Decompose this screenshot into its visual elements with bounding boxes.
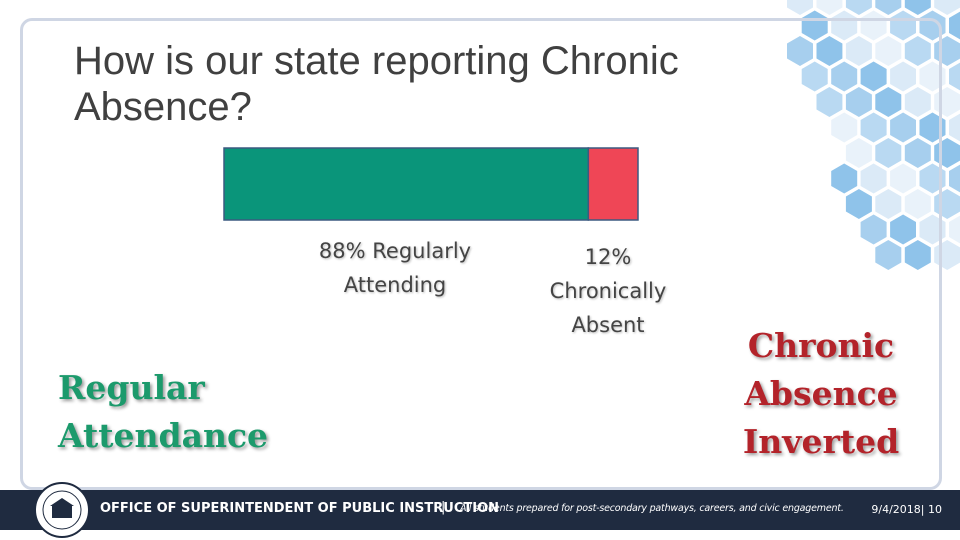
hexagon: [816, 87, 843, 117]
bar-segment: [587, 147, 639, 221]
hexagon: [904, 138, 931, 168]
hexagon: [787, 36, 813, 66]
hexagon: [831, 61, 858, 92]
hexagon: [904, 36, 931, 66]
hexagon: [904, 0, 931, 15]
hexagon: [845, 36, 872, 66]
hexagon: [845, 87, 872, 117]
hexagon: [949, 215, 960, 244]
right-caption: Chronic Absence Inverted: [742, 326, 900, 461]
hexagon: [801, 61, 828, 92]
value-label: 12%: [584, 245, 632, 269]
hexagon: [875, 36, 902, 66]
hexagon: [845, 0, 872, 15]
hexagon: [890, 61, 916, 92]
date-page: 9/4/2018| 10: [871, 503, 942, 516]
hexagon: [860, 163, 887, 194]
hexagon: [860, 61, 887, 92]
hexagon: [949, 62, 960, 91]
hexagon: [890, 112, 916, 143]
hexagon: [904, 87, 931, 117]
hexagon: [949, 113, 960, 142]
hexagon: [816, 0, 843, 15]
hexagon: [831, 112, 858, 143]
hexagon: [904, 189, 931, 219]
value-label: 88%: [318, 239, 366, 263]
hexagon: [875, 0, 902, 15]
hexagon: [816, 36, 843, 66]
hexagon: [860, 112, 887, 143]
hexagon: [845, 138, 872, 168]
hexagon: [890, 163, 916, 194]
segment-label: 88% Regularly Attending: [300, 234, 490, 302]
segment-name: Chronically Absent: [549, 279, 667, 337]
hexagon: [860, 214, 887, 245]
hexagon: [787, 0, 813, 15]
hexagon: [949, 164, 960, 193]
hexagon: [875, 240, 902, 270]
bar-segment: [223, 147, 590, 221]
hexagon: [890, 214, 916, 245]
hexagon: [875, 138, 902, 168]
hexagon: [845, 189, 872, 219]
stacked-bar-chart: [223, 147, 639, 221]
hexagon: [934, 0, 960, 15]
left-caption: Regular Attendance: [58, 368, 269, 455]
tagline: All students prepared for post-secondary…: [460, 503, 844, 514]
footer: OFFICE OF SUPERINTENDENT OF PUBLIC INSTR…: [0, 482, 960, 538]
hexagon: [875, 189, 902, 219]
hexagon: [875, 87, 902, 117]
hexagon: [904, 240, 931, 270]
segment-label: 12% Chronically Absent: [530, 240, 686, 342]
content-frame: [20, 18, 942, 490]
org-name: OFFICE OF SUPERINTENDENT OF PUBLIC INSTR…: [100, 501, 500, 516]
separator: |: [441, 500, 446, 515]
segment-name: Regularly Attending: [343, 239, 472, 297]
seal-logo: [34, 482, 90, 538]
slide-title: How is our state reporting Chronic Absen…: [74, 39, 679, 129]
hexagon: [831, 163, 858, 194]
hexagon: [949, 11, 960, 40]
